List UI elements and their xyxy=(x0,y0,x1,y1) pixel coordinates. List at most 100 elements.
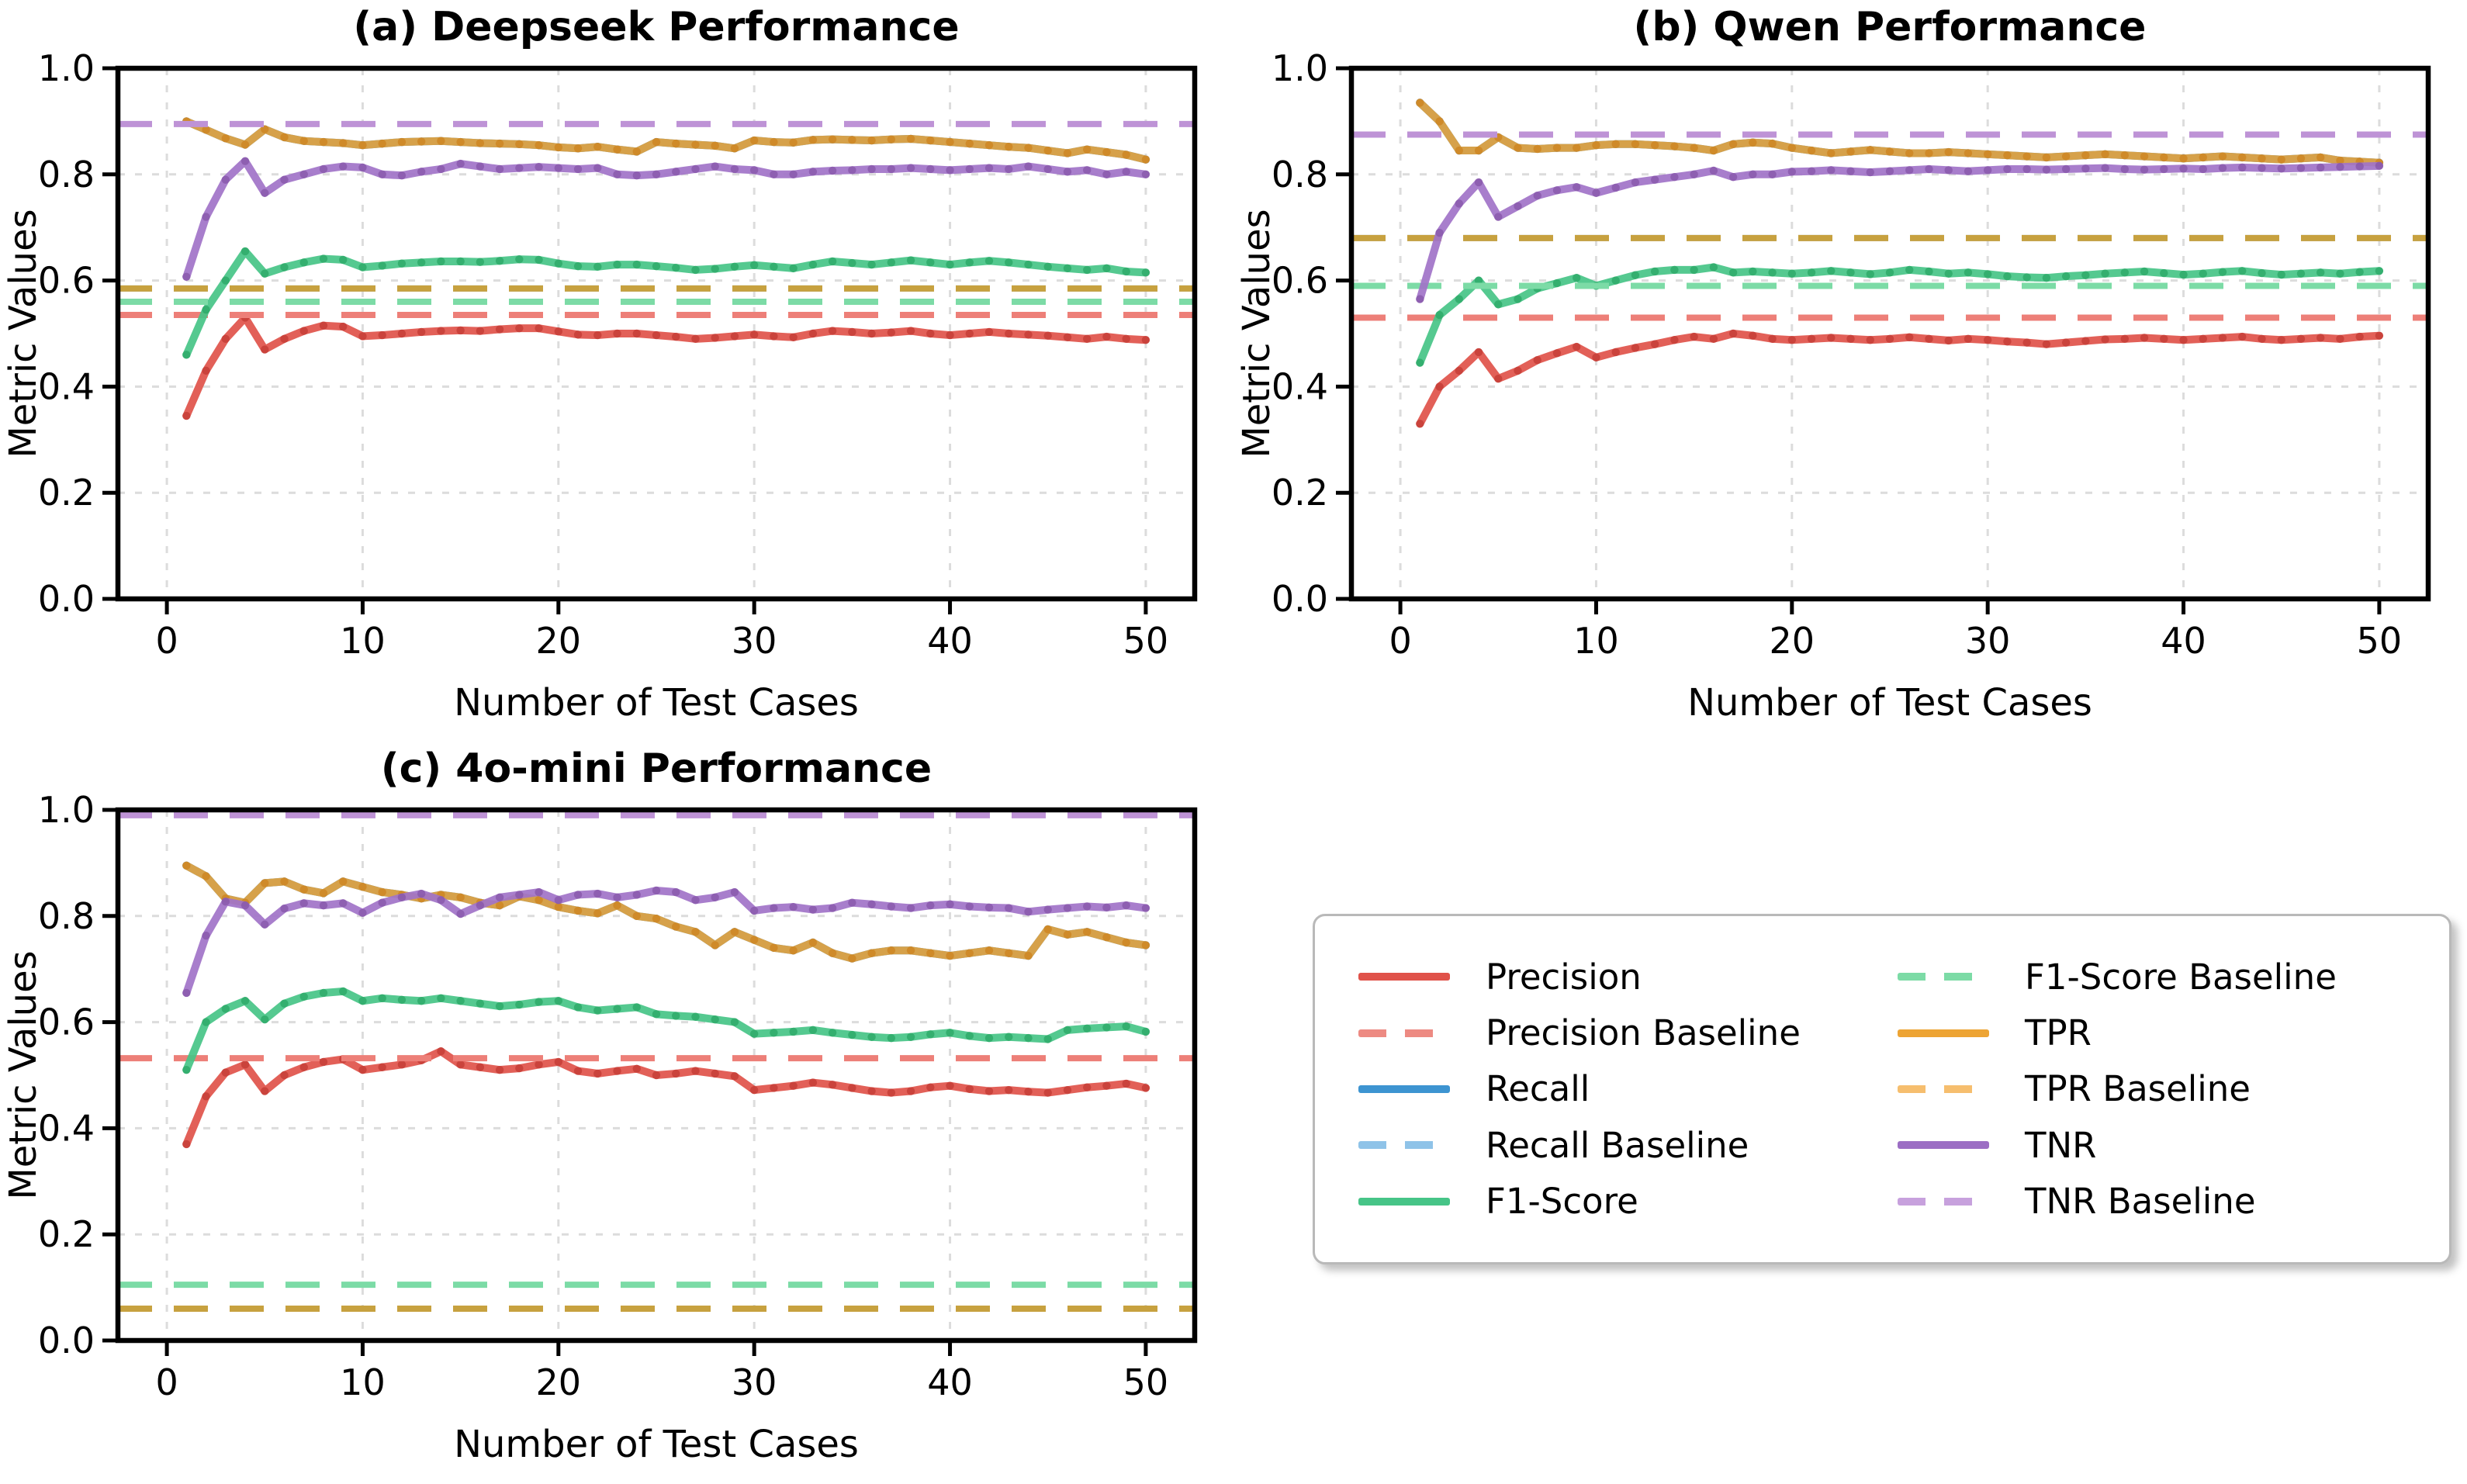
series-marker xyxy=(476,162,485,171)
series-marker xyxy=(691,265,700,275)
series-marker xyxy=(1885,268,1894,277)
series-marker xyxy=(1925,334,1933,344)
y-tick-label: 0.0 xyxy=(1272,578,1328,620)
series-marker xyxy=(495,1065,504,1074)
series-marker xyxy=(280,133,289,142)
series-marker xyxy=(808,905,818,914)
series-marker xyxy=(691,896,700,905)
series-marker xyxy=(202,366,210,375)
legend-dashed-line-swatch xyxy=(1898,1084,1989,1093)
series-marker xyxy=(397,171,407,180)
series-marker xyxy=(2003,337,2012,346)
series-marker xyxy=(240,247,250,256)
series-marker xyxy=(2140,334,2149,342)
series-marker xyxy=(1944,166,1953,175)
series-marker xyxy=(984,1033,994,1043)
series-marker xyxy=(652,886,661,895)
series-marker xyxy=(2101,164,2109,172)
series-marker xyxy=(789,333,798,341)
series-marker xyxy=(1122,267,1130,276)
series-marker xyxy=(1005,258,1013,267)
series-marker xyxy=(672,139,680,148)
series-marker xyxy=(613,893,621,902)
series-marker xyxy=(867,329,876,338)
series-marker xyxy=(906,1087,915,1095)
series-marker xyxy=(1102,903,1111,912)
series-marker xyxy=(358,997,367,1005)
series-marker xyxy=(456,159,465,168)
series-marker xyxy=(495,164,504,174)
series-marker xyxy=(1435,382,1444,391)
series-marker xyxy=(1964,167,1973,175)
series-marker xyxy=(378,330,386,340)
series-marker xyxy=(1846,167,1855,175)
series-marker xyxy=(867,1087,876,1095)
series-marker xyxy=(1533,144,1541,154)
series-marker xyxy=(1514,366,1522,375)
axes-spines xyxy=(115,65,1198,602)
legend-item-precision: Precision xyxy=(1358,949,1867,1005)
series-marker xyxy=(593,889,602,898)
series-marker xyxy=(554,259,563,268)
series-marker xyxy=(652,137,661,147)
series-marker xyxy=(299,885,308,894)
series-marker xyxy=(280,877,289,886)
series-marker xyxy=(535,323,543,333)
series-marker xyxy=(456,326,465,335)
series-marker xyxy=(1670,173,1679,182)
series-marker xyxy=(1670,142,1679,150)
series-marker xyxy=(593,164,602,172)
series-marker xyxy=(1690,170,1698,178)
series-marker xyxy=(2042,165,2051,174)
legend-label: Recall Baseline xyxy=(1486,1124,1749,1166)
series-marker xyxy=(2375,267,2384,275)
series-marker xyxy=(495,325,504,334)
series-marker xyxy=(1885,334,1894,344)
series-marker xyxy=(946,900,954,908)
series-marker xyxy=(848,327,856,337)
series-marker xyxy=(1925,164,1933,174)
series-marker xyxy=(984,327,994,337)
series-marker xyxy=(1631,344,1640,352)
series-marker xyxy=(280,334,289,344)
series-marker xyxy=(1005,329,1013,338)
series-marker xyxy=(1083,928,1092,936)
series-marker xyxy=(573,891,583,899)
series-marker xyxy=(2160,153,2168,162)
legend-label: TNR Baseline xyxy=(2025,1181,2256,1223)
series-marker xyxy=(319,254,328,263)
series-marker xyxy=(1494,374,1503,383)
series-marker xyxy=(848,166,856,175)
series-marker xyxy=(632,891,641,899)
series-marker xyxy=(515,323,524,333)
series-marker xyxy=(789,946,798,955)
series-line-precision xyxy=(1416,330,2383,428)
series-marker xyxy=(2316,153,2325,162)
series-marker xyxy=(554,1057,563,1067)
series-marker xyxy=(1474,276,1483,285)
series-marker xyxy=(535,140,543,150)
series-marker xyxy=(1573,183,1581,192)
series-marker xyxy=(887,328,896,337)
series-marker xyxy=(1122,938,1130,947)
series-marker xyxy=(299,170,308,178)
series-marker xyxy=(2042,273,2051,282)
series-marker xyxy=(984,164,994,172)
series-marker xyxy=(1749,138,1757,147)
series-marker xyxy=(730,1072,739,1081)
series-marker xyxy=(554,164,563,172)
series-marker xyxy=(202,126,210,134)
series-marker xyxy=(1631,178,1640,187)
series-marker xyxy=(906,1033,915,1041)
legend: Precision Precision Baseline Recall Recall … xyxy=(1313,914,2451,1264)
series-marker xyxy=(397,137,407,147)
series-marker xyxy=(2238,332,2247,341)
series-marker xyxy=(946,1081,954,1090)
series-marker xyxy=(261,189,269,197)
series-marker xyxy=(1709,263,1718,272)
series-marker xyxy=(202,1018,210,1026)
series-marker xyxy=(593,330,602,340)
series-marker xyxy=(730,332,739,341)
series-marker xyxy=(378,898,386,907)
series-marker xyxy=(358,332,367,341)
